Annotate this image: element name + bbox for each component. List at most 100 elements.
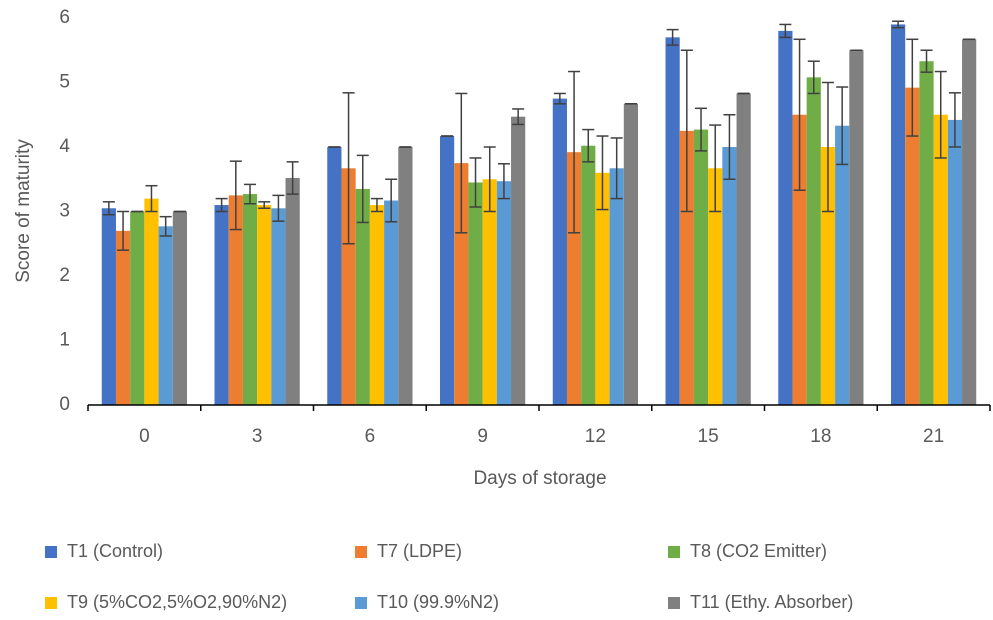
legend-label: T9 (5%CO2,5%O2,90%N2) (67, 592, 287, 612)
legend-label: T1 (Control) (67, 541, 163, 561)
y-tick-label: 2 (59, 265, 70, 286)
bar (398, 147, 413, 405)
error-bar (229, 160, 242, 231)
bar (665, 37, 680, 405)
legend-swatch (355, 546, 367, 558)
error-bar (723, 114, 736, 180)
x-tick-label: 9 (477, 426, 488, 447)
error-bar (793, 38, 806, 191)
error-bar (779, 23, 792, 39)
error-bar (920, 49, 933, 73)
error-bar (666, 28, 679, 46)
bar (101, 208, 116, 405)
bar (144, 198, 159, 405)
legend-swatch (45, 546, 57, 558)
bar (891, 24, 906, 405)
bar (609, 168, 624, 405)
legend-label: T11 (Ethy. Absorber) (690, 592, 853, 612)
legend-swatch (668, 597, 680, 609)
legend-label: T7 (LDPE) (377, 541, 462, 561)
bar (468, 182, 483, 405)
error-bar (695, 107, 708, 152)
bar (623, 103, 638, 405)
bar (115, 230, 131, 405)
x-axis-title: Days of storage (473, 468, 606, 489)
bar (849, 50, 864, 405)
y-axis-title: Score of maturity (13, 139, 34, 283)
error-bar (145, 184, 158, 213)
y-tick-label: 1 (59, 330, 70, 351)
bar (947, 119, 963, 405)
error-bar (356, 154, 369, 224)
bar (482, 179, 497, 405)
bar (693, 129, 709, 405)
error-bar (948, 92, 961, 148)
bar (496, 181, 512, 405)
legend-swatch (45, 597, 57, 609)
bar (708, 168, 723, 405)
legend-label: T10 (99.9%N2) (377, 592, 499, 612)
error-bar (596, 135, 609, 211)
bar (566, 152, 582, 405)
bar (933, 114, 948, 405)
error-bar (610, 137, 623, 200)
error-bar (102, 201, 115, 216)
error-bar (892, 20, 905, 29)
bar (905, 87, 920, 405)
y-tick-label: 4 (59, 136, 70, 157)
bar (736, 93, 751, 405)
bar (228, 195, 243, 405)
error-bar (244, 183, 257, 205)
bar (369, 205, 385, 405)
error-bar (215, 197, 228, 213)
bar (130, 211, 145, 405)
legend: T1 (Control) T7 (LDPE) T8 (CO2 Emitter) T9 … (45, 541, 853, 612)
x-tick-label: 15 (698, 426, 719, 447)
error-bar (370, 197, 383, 213)
bar (679, 130, 694, 405)
bar (271, 208, 286, 405)
error-bar (258, 201, 271, 210)
bar (172, 211, 187, 405)
bar (257, 205, 272, 405)
bar (285, 177, 300, 405)
bar (214, 205, 229, 405)
error-bar (117, 210, 130, 251)
bar (595, 172, 610, 405)
legend-label: T8 (CO2 Emitter) (690, 541, 827, 561)
error-bar (385, 178, 398, 223)
error-bar (159, 215, 172, 237)
error-bar (906, 38, 919, 137)
error-bar (455, 92, 468, 234)
x-tick-label: 18 (810, 426, 831, 447)
bar (242, 194, 258, 405)
bar (511, 116, 526, 405)
bar (835, 125, 850, 405)
error-bar (483, 146, 496, 213)
error-bar (821, 81, 834, 213)
error-bar (836, 86, 849, 166)
error-bar (680, 49, 693, 213)
bar (722, 147, 737, 405)
bar (440, 136, 455, 405)
y-tick-label: 0 (59, 394, 70, 415)
error-bar (286, 161, 299, 195)
bar (384, 200, 399, 405)
y-tick-label: 5 (59, 72, 70, 93)
bar (806, 77, 821, 405)
error-bar (342, 92, 355, 245)
y-tick-label: 3 (59, 201, 70, 222)
x-tick-label: 12 (585, 426, 606, 447)
bar (792, 114, 807, 405)
error-bar (512, 108, 525, 126)
x-tick-label: 21 (923, 426, 944, 447)
bar (454, 163, 469, 405)
bar (327, 147, 342, 405)
error-bar (934, 70, 947, 159)
error-bar (807, 60, 820, 95)
bar (962, 39, 977, 405)
error-bar (568, 70, 581, 234)
bar (355, 188, 370, 405)
error-bar (582, 128, 595, 163)
